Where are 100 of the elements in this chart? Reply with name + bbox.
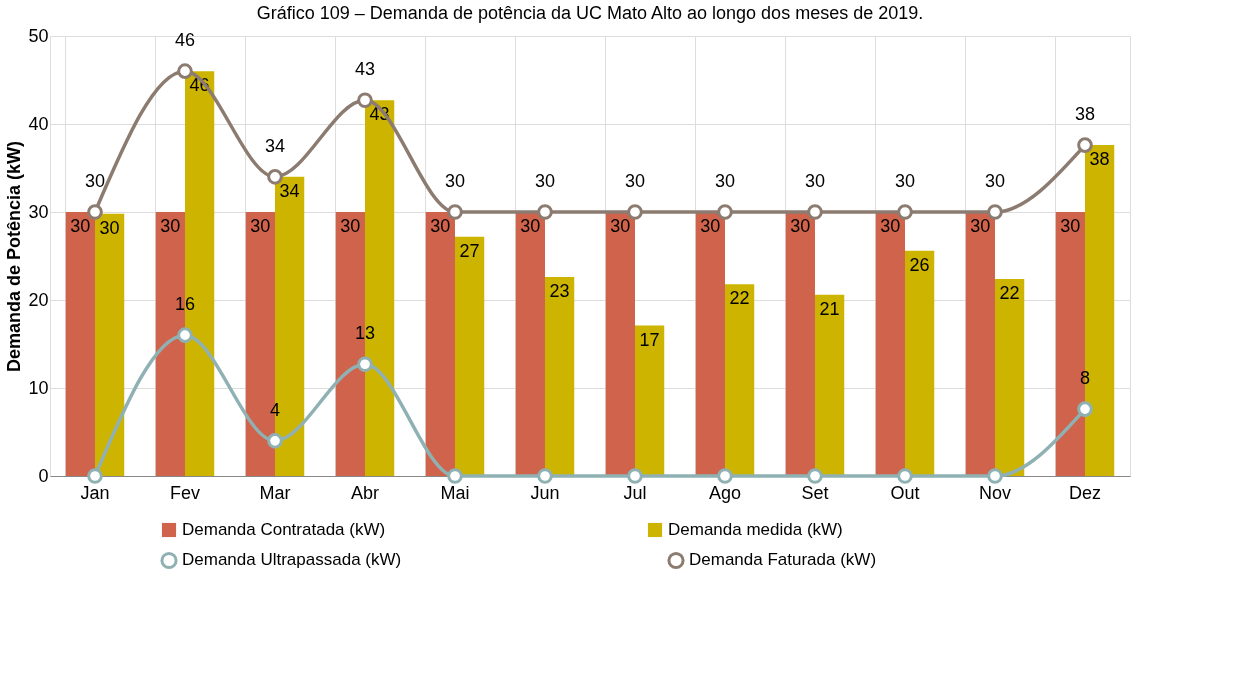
data-label: 30 (984, 171, 1006, 191)
data-label: 22 (729, 288, 750, 309)
data-label: 30 (430, 216, 451, 236)
data-label: 30 (624, 171, 646, 191)
bar (425, 212, 455, 476)
data-label: 34 (279, 180, 300, 201)
point (267, 432, 283, 449)
x-tick-label: Set (801, 482, 829, 503)
data-label: 30 (894, 171, 916, 191)
point (897, 204, 913, 220)
data-label: 30 (534, 171, 556, 191)
point (87, 468, 103, 484)
data-label: 30 (880, 216, 901, 236)
data-label: 30 (804, 171, 826, 191)
data-label: 30 (84, 171, 106, 191)
point (537, 468, 553, 484)
data-label: 30 (970, 216, 991, 236)
y-tick-label: 30 (28, 201, 49, 222)
legend-label: Demanda Faturada (kW) (689, 550, 877, 570)
bar (725, 284, 755, 476)
bar (875, 212, 905, 476)
point (1077, 401, 1093, 417)
bar (65, 212, 95, 476)
point (627, 468, 643, 484)
y-tick-label: 20 (28, 289, 49, 310)
point (267, 168, 283, 185)
data-label: 43 (354, 59, 376, 80)
data-label: 30 (700, 216, 721, 236)
point (1077, 137, 1093, 153)
y-tick-label: 40 (28, 113, 49, 134)
point (357, 356, 373, 373)
point (717, 468, 733, 484)
data-label: 46 (174, 30, 196, 51)
point (447, 204, 463, 220)
data-label: 23 (549, 281, 570, 302)
bar (695, 212, 725, 476)
bar (965, 212, 995, 476)
point (177, 63, 193, 80)
bar (995, 278, 1025, 476)
data-label: 38 (1089, 149, 1110, 170)
data-label: 17 (639, 329, 660, 350)
x-tick-label: Nov (978, 482, 1012, 503)
point (717, 204, 733, 220)
bar (815, 294, 845, 476)
data-label: 30 (340, 216, 361, 236)
legend-label: Demanda Contratada (kW) (182, 520, 386, 539)
bar (455, 236, 485, 476)
data-label: 16 (174, 294, 196, 315)
point (897, 468, 913, 484)
legend-label: Demanda Ultrapassada (kW) (182, 550, 402, 570)
point (87, 204, 103, 220)
y-axis-title: Demanda de Potência (kW) (4, 140, 25, 373)
data-label: 21 (819, 298, 840, 319)
data-label: 27 (459, 240, 480, 261)
data-label: 26 (909, 254, 930, 275)
point (987, 204, 1003, 220)
point (627, 204, 643, 220)
bar (605, 212, 635, 476)
legend-label: Demanda medida (kW) (668, 520, 843, 539)
x-tick-label: Jan (80, 482, 110, 503)
data-label: 8 (1079, 368, 1091, 389)
data-label: 22 (999, 282, 1020, 303)
bar (785, 212, 815, 476)
chart-title: Gráfico 109 – Demanda de potência da UC Mato Alto ao longo dos meses de 2019. (256, 3, 924, 23)
x-tick-label: Jun (530, 482, 560, 503)
data-label: 4 (269, 399, 281, 420)
y-tick-label: 0 (38, 465, 49, 486)
y-tick-label: 50 (28, 25, 49, 46)
x-tick-label: Out (890, 482, 920, 503)
x-tick-label: Mai (440, 482, 470, 503)
data-label: 30 (790, 216, 811, 236)
x-tick-label: Fev (169, 482, 201, 503)
data-label: 38 (1074, 104, 1096, 125)
bar (905, 250, 935, 476)
data-label: 30 (714, 171, 736, 191)
data-label: 34 (264, 135, 286, 156)
point (447, 468, 463, 484)
x-tick-label: Abr (350, 482, 380, 503)
point (177, 327, 193, 344)
data-label: 30 (160, 216, 181, 236)
point (357, 92, 373, 109)
bar (95, 213, 125, 476)
data-label: 30 (444, 171, 466, 191)
data-label: 30 (250, 216, 271, 236)
bar (515, 212, 545, 476)
point (987, 468, 1003, 484)
point (807, 204, 823, 220)
y-tick-label: 10 (28, 377, 49, 398)
point (537, 204, 553, 220)
x-tick-label: Ago (708, 482, 742, 503)
data-label: 30 (610, 216, 631, 236)
data-label: 30 (520, 216, 541, 236)
data-label: 30 (1060, 216, 1081, 236)
x-tick-label: Jul (623, 482, 647, 503)
x-tick-label: Mar (259, 482, 291, 503)
x-tick-label: Dez (1068, 482, 1102, 503)
bar (635, 325, 665, 476)
data-label: 13 (354, 323, 376, 344)
data-label: 30 (70, 216, 91, 236)
data-label: 30 (99, 217, 120, 238)
